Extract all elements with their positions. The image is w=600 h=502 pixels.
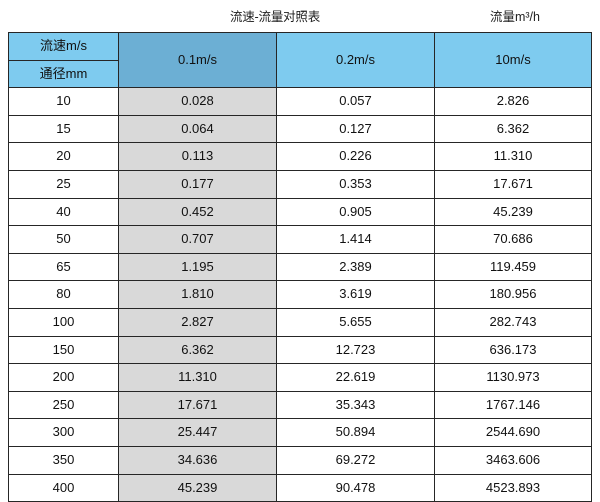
table-row: 300 25.447 50.894 2544.690 bbox=[8, 418, 592, 447]
cell-flow-velocity-3: 2544.690 bbox=[434, 418, 592, 447]
table-row: 50 0.707 1.414 70.686 bbox=[8, 225, 592, 254]
cell-nominal-diameter: 300 bbox=[8, 418, 119, 447]
cell-nominal-diameter: 350 bbox=[8, 445, 119, 475]
cell-flow-velocity-1: 0.707 bbox=[118, 225, 277, 254]
corner-header-velocity: 流速m/s bbox=[8, 32, 119, 61]
table-body: 流速m/s 0.1m/s 0.2m/s 10m/s 通径mm 10 0.028 … bbox=[8, 31, 592, 502]
table-header-row-bottom: 通径mm bbox=[8, 59, 592, 89]
cell-nominal-diameter: 15 bbox=[8, 114, 119, 144]
flow-velocity-table-wrapper: 流速m/s 0.1m/s 0.2m/s 10m/s 通径mm 10 0.028 … bbox=[8, 31, 592, 502]
cell-flow-velocity-2: 2.389 bbox=[276, 252, 435, 282]
cell-flow-velocity-2: 0.127 bbox=[276, 114, 435, 144]
table-row: 150 6.362 12.723 636.173 bbox=[8, 335, 592, 365]
cell-flow-velocity-2: 35.343 bbox=[276, 390, 435, 420]
cell-flow-velocity-1: 25.447 bbox=[118, 418, 277, 447]
chart-title: 流速-流量对照表 bbox=[229, 10, 321, 24]
corner-header-diameter: 通径mm bbox=[8, 59, 119, 89]
cell-flow-velocity-2: 3.619 bbox=[276, 280, 435, 309]
table-row: 100 2.827 5.655 282.743 bbox=[8, 307, 592, 337]
cell-flow-velocity-1: 0.064 bbox=[118, 114, 277, 144]
cell-flow-velocity-3: 119.459 bbox=[434, 252, 592, 282]
cell-flow-velocity-2: 0.226 bbox=[276, 142, 435, 171]
cell-flow-velocity-1: 0.028 bbox=[118, 87, 277, 116]
cell-flow-velocity-3: 17.671 bbox=[434, 169, 592, 199]
cell-nominal-diameter: 65 bbox=[8, 252, 119, 282]
cell-flow-velocity-1: 0.452 bbox=[118, 197, 277, 227]
flow-unit-label: 流量m³/h bbox=[489, 10, 540, 24]
cell-flow-velocity-3: 282.743 bbox=[434, 307, 592, 337]
table-row: 250 17.671 35.343 1767.146 bbox=[8, 390, 592, 420]
cell-flow-velocity-2: 0.057 bbox=[276, 87, 435, 116]
table-row: 40 0.452 0.905 45.239 bbox=[8, 197, 592, 227]
cell-flow-velocity-1: 11.310 bbox=[118, 363, 277, 392]
table-row: 10 0.028 0.057 2.826 bbox=[8, 87, 592, 116]
cell-nominal-diameter: 50 bbox=[8, 225, 119, 254]
cell-flow-velocity-3: 2.826 bbox=[434, 87, 592, 116]
table-header-row-top: 流速m/s 0.1m/s 0.2m/s 10m/s bbox=[8, 31, 592, 89]
cell-flow-velocity-1: 6.362 bbox=[118, 335, 277, 365]
table-row: 350 34.636 69.272 3463.606 bbox=[8, 445, 592, 475]
cell-flow-velocity-3: 1130.973 bbox=[434, 363, 592, 392]
cell-flow-velocity-2: 0.905 bbox=[276, 197, 435, 227]
column-header-velocity-1: 0.1m/s bbox=[118, 31, 277, 89]
table-row: 65 1.195 2.389 119.459 bbox=[8, 252, 592, 282]
cell-nominal-diameter: 40 bbox=[8, 197, 119, 227]
cell-flow-velocity-1: 0.177 bbox=[118, 169, 277, 199]
cell-nominal-diameter: 100 bbox=[8, 307, 119, 337]
cell-flow-velocity-2: 90.478 bbox=[276, 473, 435, 502]
cell-nominal-diameter: 150 bbox=[8, 335, 119, 365]
cell-flow-velocity-2: 69.272 bbox=[276, 445, 435, 475]
column-header-velocity-2: 0.2m/s bbox=[276, 31, 435, 89]
cell-flow-velocity-3: 1767.146 bbox=[434, 390, 592, 420]
cell-flow-velocity-3: 4523.893 bbox=[434, 473, 592, 502]
cell-flow-velocity-2: 5.655 bbox=[276, 307, 435, 337]
cell-nominal-diameter: 20 bbox=[8, 142, 119, 171]
cell-flow-velocity-3: 180.956 bbox=[434, 280, 592, 309]
cell-flow-velocity-3: 6.362 bbox=[434, 114, 592, 144]
cell-flow-velocity-3: 45.239 bbox=[434, 197, 592, 227]
caption-strip: 流速-流量对照表 流量m³/h bbox=[0, 0, 600, 32]
flow-velocity-table: 流速m/s 0.1m/s 0.2m/s 10m/s 通径mm 10 0.028 … bbox=[8, 31, 592, 502]
cell-flow-velocity-1: 17.671 bbox=[118, 390, 277, 420]
table-row: 25 0.177 0.353 17.671 bbox=[8, 169, 592, 199]
table-row: 200 11.310 22.619 1130.973 bbox=[8, 363, 592, 392]
cell-nominal-diameter: 10 bbox=[8, 87, 119, 116]
cell-flow-velocity-3: 636.173 bbox=[434, 335, 592, 365]
cell-flow-velocity-2: 50.894 bbox=[276, 418, 435, 447]
cell-flow-velocity-2: 1.414 bbox=[276, 225, 435, 254]
cell-flow-velocity-1: 34.636 bbox=[118, 445, 277, 475]
table-row: 80 1.810 3.619 180.956 bbox=[8, 280, 592, 309]
table-row: 400 45.239 90.478 4523.893 bbox=[8, 473, 592, 502]
table-row: 15 0.064 0.127 6.362 bbox=[8, 114, 592, 144]
table-row: 20 0.113 0.226 11.310 bbox=[8, 142, 592, 171]
cell-nominal-diameter: 400 bbox=[8, 473, 119, 502]
column-header-velocity-3: 10m/s bbox=[434, 31, 592, 89]
cell-flow-velocity-2: 12.723 bbox=[276, 335, 435, 365]
cell-nominal-diameter: 200 bbox=[8, 363, 119, 392]
cell-flow-velocity-2: 0.353 bbox=[276, 169, 435, 199]
cell-flow-velocity-1: 2.827 bbox=[118, 307, 277, 337]
cell-flow-velocity-3: 3463.606 bbox=[434, 445, 592, 475]
cell-flow-velocity-1: 45.239 bbox=[118, 473, 277, 502]
cell-flow-velocity-1: 1.195 bbox=[118, 252, 277, 282]
cell-nominal-diameter: 250 bbox=[8, 390, 119, 420]
cell-flow-velocity-2: 22.619 bbox=[276, 363, 435, 392]
cell-flow-velocity-1: 1.810 bbox=[118, 280, 277, 309]
cell-flow-velocity-1: 0.113 bbox=[118, 142, 277, 171]
cell-nominal-diameter: 25 bbox=[8, 169, 119, 199]
cell-flow-velocity-3: 11.310 bbox=[434, 142, 592, 171]
cell-nominal-diameter: 80 bbox=[8, 280, 119, 309]
cell-flow-velocity-3: 70.686 bbox=[434, 225, 592, 254]
